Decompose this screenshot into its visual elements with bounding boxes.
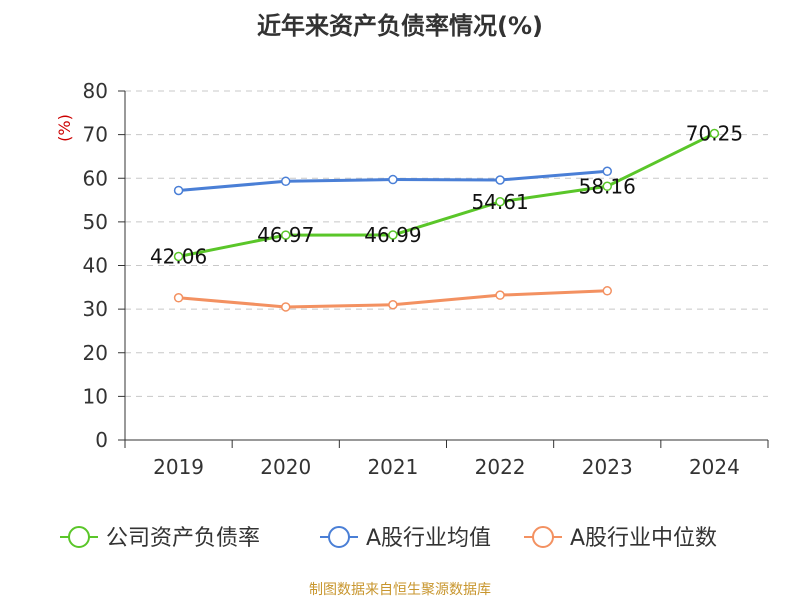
axes: 0 10 20 30 40 50 60 70 80 2019 2020 2021 2022 2023 202… [83,79,769,479]
y-tick-label: 0 [95,428,108,452]
data-label: 46.99 [364,223,421,247]
data-point [495,175,505,185]
legend[interactable]: 公司资产负债率 A股行业均值 A股行业中位数 [60,526,717,551]
data-point [602,181,612,192]
y-tick-label: 20 [83,341,108,365]
legend-label: A股行业均值 [366,526,491,551]
data-point [709,128,720,139]
data-point [173,251,184,262]
series-line [178,132,716,258]
data-point [281,302,291,312]
y-tick-label: 40 [83,254,108,278]
legend-marker [68,526,90,548]
data-point [495,197,505,207]
data-labels: 42.06 46.97 46.99 54.61 58.16 70.25 [150,122,743,269]
data-point [281,176,291,187]
y-tick-label: 30 [83,297,108,321]
data-label: 54.61 [471,190,528,214]
data-point [388,230,398,240]
data-label: 70.25 [686,122,743,146]
source-note: 制图数据来自恒生聚源数据库 [309,582,491,598]
data-point [388,300,398,310]
grid-lines [125,90,768,397]
y-tick-label: 50 [83,210,108,234]
x-tick-label: 2022 [475,455,526,479]
x-tick-label: 2024 [689,455,740,479]
legend-item[interactable]: 公司资产负债率 [60,526,260,551]
y-tick-label: 10 [83,384,108,408]
data-point [173,293,184,303]
data-label: 46.97 [257,223,314,247]
x-tick-label: 2023 [582,455,633,479]
chart-title: 近年来资产负债率情况(%) [257,12,543,40]
data-label: 58.16 [579,174,636,198]
legend-item[interactable]: A股行业中位数 [524,526,717,551]
y-tick-label: 80 [83,79,108,103]
y-tick-label: 70 [83,123,108,147]
series-lines [173,128,720,312]
data-point [173,185,184,196]
data-label: 42.06 [150,245,207,269]
legend-marker [532,526,554,548]
y-tick-label: 60 [83,166,108,190]
x-tick-label: 2020 [260,455,311,479]
x-tick-label: 2021 [367,455,418,479]
legend-label: A股行业中位数 [570,526,717,551]
data-point [602,286,612,296]
y-axis-label: (%) [55,114,74,142]
legend-marker [328,526,350,548]
legend-label: 公司资产负债率 [106,526,260,551]
data-point [495,290,505,300]
data-point [281,230,291,240]
data-point [602,166,612,177]
x-tick-label: 2019 [153,455,204,479]
legend-item[interactable]: A股行业均值 [320,526,491,551]
data-point [388,174,398,185]
